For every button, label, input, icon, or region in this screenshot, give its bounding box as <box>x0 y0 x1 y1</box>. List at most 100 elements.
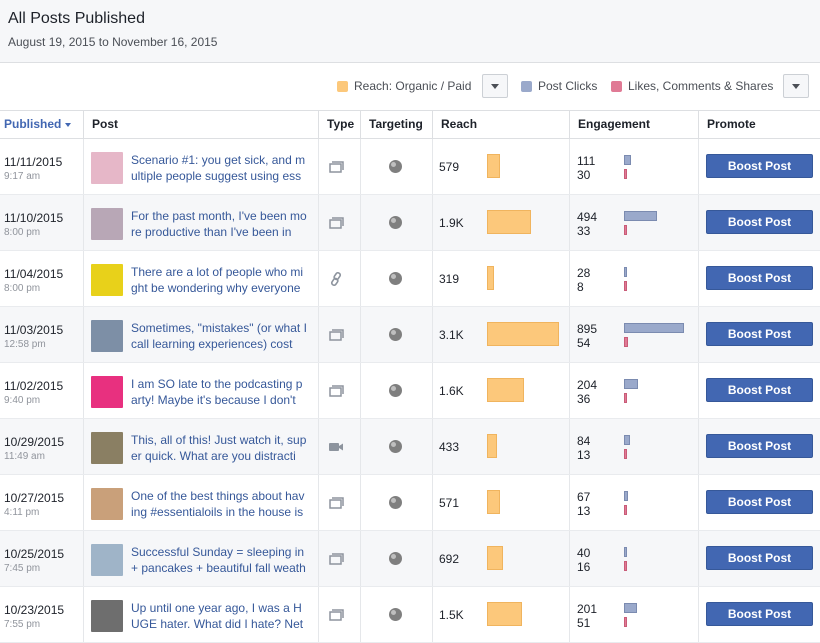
legend-clicks-label: Post Clicks <box>538 79 598 93</box>
post-date: 10/27/2015 <box>4 491 65 505</box>
post-text-link[interactable]: For the past month, I've been more produ… <box>131 209 307 239</box>
column-divider <box>318 363 319 418</box>
post-date: 10/29/2015 <box>4 435 65 449</box>
likes-comments-shares-value: 33 <box>577 224 591 238</box>
legend-engagement-label: Likes, Comments & Shares <box>628 79 774 93</box>
post-date: 10/23/2015 <box>4 603 65 617</box>
column-divider <box>432 419 433 474</box>
column-divider <box>569 195 570 250</box>
post-text-link[interactable]: I am SO late to the podcasting party! Ma… <box>131 377 303 407</box>
column-divider <box>83 475 84 530</box>
col-published[interactable]: Published <box>0 111 83 138</box>
reach-bar <box>487 378 524 402</box>
post-date: 11/03/2015 <box>4 323 64 337</box>
boost-post-button[interactable]: Boost Post <box>706 266 813 290</box>
likes-bar <box>624 449 627 459</box>
column-divider <box>318 195 319 250</box>
reach-value: 433 <box>439 440 460 454</box>
table-row: 11/03/2015 12:58 pm Sometimes, "mistakes" … <box>0 307 820 363</box>
post-time: 9:40 pm <box>4 395 41 406</box>
post-thumbnail[interactable] <box>91 432 123 464</box>
globe-icon <box>389 272 402 285</box>
column-divider <box>360 531 361 586</box>
post-time: 9:17 am <box>4 171 41 182</box>
likes-bar <box>624 169 627 179</box>
post-text-link[interactable]: One of the best things about having #ess… <box>131 489 305 519</box>
table-row: 11/11/2015 9:17 am Scenario #1: you get si… <box>0 139 820 195</box>
col-post-label: Post <box>92 117 119 131</box>
post-thumbnail[interactable] <box>91 152 123 184</box>
status-icon <box>328 551 344 567</box>
post-clicks-value: 201 <box>577 602 598 616</box>
column-divider <box>83 531 84 586</box>
column-divider <box>698 363 699 418</box>
legend-reach-label: Reach: Organic / Paid <box>354 79 472 93</box>
column-divider <box>318 475 319 530</box>
post-clicks-value: 67 <box>577 490 591 504</box>
table-row: 11/10/2015 8:00 pm For the past month, I'v… <box>0 195 820 251</box>
reach-bar <box>487 490 500 514</box>
boost-post-button[interactable]: Boost Post <box>706 602 813 626</box>
column-divider <box>83 419 84 474</box>
post-clicks-value: 84 <box>577 434 591 448</box>
reach-dropdown[interactable] <box>482 74 508 98</box>
column-divider <box>569 251 570 306</box>
column-divider <box>569 419 570 474</box>
post-clicks-bar <box>624 603 637 613</box>
boost-post-button[interactable]: Boost Post <box>706 434 813 458</box>
post-time: 12:58 pm <box>4 339 46 350</box>
boost-post-button[interactable]: Boost Post <box>706 490 813 514</box>
column-divider <box>318 307 319 362</box>
post-time: 8:00 pm <box>4 283 41 294</box>
chart-legend: Reach: Organic / Paid Post Clicks Likes,… <box>0 74 820 100</box>
post-date: 10/25/2015 <box>4 547 65 561</box>
post-date: 11/02/2015 <box>4 379 64 393</box>
column-divider <box>569 363 570 418</box>
post-text-link[interactable]: Scenario #1: you get sick, and multiple … <box>131 153 306 183</box>
engagement-swatch <box>611 80 622 92</box>
column-divider <box>698 419 699 474</box>
likes-comments-shares-value: 36 <box>577 392 591 406</box>
post-thumbnail[interactable] <box>91 376 123 408</box>
column-divider <box>360 363 361 418</box>
post-date: 11/04/2015 <box>4 267 64 281</box>
boost-post-button[interactable]: Boost Post <box>706 378 813 402</box>
post-thumbnail[interactable] <box>91 488 123 520</box>
post-thumbnail[interactable] <box>91 600 123 632</box>
page-title: All Posts Published <box>8 10 145 27</box>
post-clicks-value: 111 <box>577 154 596 168</box>
column-divider <box>360 475 361 530</box>
post-text-link[interactable]: Sometimes, "mistakes" (or what I call le… <box>131 321 307 351</box>
link-icon <box>328 271 344 287</box>
likes-bar <box>624 561 627 571</box>
post-clicks-value: 494 <box>577 210 598 224</box>
column-divider <box>569 531 570 586</box>
legend-clicks: Post Clicks <box>521 79 597 93</box>
boost-post-button[interactable]: Boost Post <box>706 210 813 234</box>
post-thumbnail[interactable] <box>91 208 123 240</box>
col-targeting: Targeting <box>360 111 432 138</box>
post-thumbnail[interactable] <box>91 544 123 576</box>
post-thumbnail[interactable] <box>91 320 123 352</box>
legend-engagement: Likes, Comments & Shares <box>611 79 773 93</box>
engagement-dropdown[interactable] <box>783 74 809 98</box>
column-divider <box>360 139 361 194</box>
column-divider <box>360 587 361 642</box>
post-time: 11:49 am <box>4 451 45 462</box>
post-clicks-value: 40 <box>577 546 591 560</box>
post-text-link[interactable]: This, all of this! Just watch it, super … <box>131 433 307 463</box>
post-time: 4:11 pm <box>4 507 40 518</box>
globe-icon <box>389 384 402 397</box>
post-text-link[interactable]: There are a lot of people who might be w… <box>131 265 304 295</box>
col-type: Type <box>318 111 360 138</box>
column-divider <box>698 531 699 586</box>
post-clicks-bar <box>624 211 657 221</box>
post-thumbnail[interactable] <box>91 264 123 296</box>
boost-post-button[interactable]: Boost Post <box>706 322 813 346</box>
post-text-link[interactable]: Up until one year ago, I was a HUGE hate… <box>131 601 304 631</box>
boost-post-button[interactable]: Boost Post <box>706 546 813 570</box>
post-text-link[interactable]: Successful Sunday = sleeping in + pancak… <box>131 545 306 575</box>
boost-post-button[interactable]: Boost Post <box>706 154 813 178</box>
column-divider <box>360 251 361 306</box>
post-date: 11/10/2015 <box>4 211 64 225</box>
